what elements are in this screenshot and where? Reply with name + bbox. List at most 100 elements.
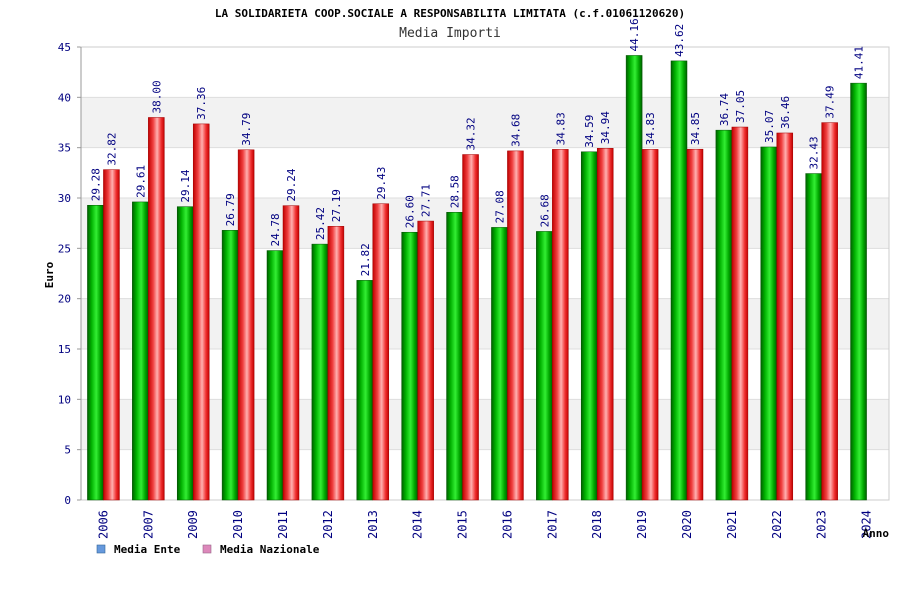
legend: Media Ente Media Nazionale	[96, 543, 320, 556]
y-tick-label: 25	[58, 242, 71, 255]
x-tick-label: 2023	[815, 510, 829, 539]
y-tick-label: 35	[58, 142, 71, 155]
bar-media-nazionale-2016	[507, 150, 524, 501]
x-axis-label: Anno	[863, 527, 890, 540]
x-tick-label: 2009	[186, 510, 200, 539]
bar-media-ente-2016	[491, 227, 508, 501]
bar-media-ente-2015	[446, 212, 463, 501]
data-label: 24.78	[269, 213, 282, 246]
data-label: 34.79	[240, 113, 253, 146]
x-tick-label: 2011	[276, 510, 290, 539]
bar-media-nazionale-2022	[776, 132, 794, 501]
data-label: 41.41	[853, 46, 866, 79]
bars	[87, 55, 867, 501]
bar-media-ente-2021	[715, 129, 733, 501]
bar-media-ente-2012	[311, 243, 329, 501]
y-tick-label: 15	[58, 343, 71, 356]
x-tick-label: 2015	[456, 510, 470, 539]
data-label: 27.19	[330, 189, 343, 222]
data-label: 34.68	[509, 114, 522, 147]
data-label: 44.16	[628, 18, 641, 51]
x-tick-label: 2019	[635, 510, 649, 539]
x-tick-label: 2013	[366, 510, 380, 539]
y-axis-tick-labels: 0 5 10 15 20 25 30 35 40 45	[58, 41, 71, 507]
data-label: 36.74	[718, 93, 731, 126]
data-label: 43.62	[673, 24, 686, 57]
bar-media-nazionale-2012	[327, 226, 345, 501]
data-label: 32.43	[808, 136, 821, 169]
legend-label-media-ente: Media Ente	[114, 543, 181, 556]
grid-band	[81, 198, 889, 249]
bar-media-nazionale-2023	[821, 122, 838, 501]
bar-media-nazionale-2009	[192, 123, 210, 501]
y-tick-label: 20	[58, 293, 71, 306]
x-tick-label: 2022	[770, 510, 784, 539]
legend-label-media-nazionale: Media Nazionale	[220, 543, 320, 556]
bar-media-nazionale-2014	[417, 220, 434, 501]
data-label: 26.60	[404, 195, 417, 228]
y-tick-label: 10	[58, 393, 71, 406]
bar-media-nazionale-2006	[103, 169, 120, 501]
data-label: 37.36	[195, 87, 208, 120]
data-label: 34.83	[644, 112, 657, 145]
bar-media-nazionale-2010	[237, 149, 255, 501]
bar-media-nazionale-2011	[282, 205, 300, 501]
data-label: 37.49	[824, 85, 837, 118]
data-label: 37.05	[734, 90, 747, 123]
data-label: 25.42	[314, 207, 327, 240]
data-label: 26.68	[538, 194, 551, 227]
bar-media-ente-2019	[625, 55, 643, 501]
gridlines	[77, 46, 890, 501]
data-label: 26.79	[224, 193, 237, 226]
data-label: 35.07	[763, 110, 776, 143]
bar-media-ente-2007	[132, 201, 149, 501]
bar-media-ente-2006	[87, 204, 104, 501]
x-axis-tick-labels: 2006 2007 2009 2010 2011 2012 2013 2014 2015 2016…	[96, 510, 873, 539]
bar-media-ente-2013	[356, 280, 374, 501]
bar-media-nazionale-2020	[686, 148, 704, 501]
data-label: 27.71	[420, 184, 433, 217]
x-tick-label: 2014	[411, 510, 425, 539]
data-label: 34.94	[599, 111, 612, 144]
data-label: 29.61	[134, 165, 147, 198]
x-tick-label: 2024	[860, 510, 874, 539]
data-label: 29.14	[179, 169, 192, 202]
bar-media-ente-2009	[176, 206, 194, 501]
data-label: 29.24	[285, 168, 298, 201]
y-tick-label: 30	[58, 192, 71, 205]
x-tick-label: 2006	[96, 510, 110, 539]
plot-background	[81, 47, 889, 500]
bar-media-nazionale-2018	[596, 148, 614, 501]
x-tick-label: 2017	[545, 510, 559, 539]
x-tick-label: 2016	[500, 510, 514, 539]
y-tick-label: 5	[64, 444, 71, 457]
data-label: 29.43	[375, 167, 388, 200]
chart-subtitle: Media Importi	[399, 26, 501, 41]
x-tick-label: 2020	[680, 510, 694, 539]
legend-swatch-media-nazionale	[202, 544, 212, 554]
x-tick-label: 2007	[141, 510, 155, 539]
x-tick-label: 2012	[321, 510, 335, 539]
bar-media-nazionale-2021	[731, 126, 749, 501]
bar-media-ente-2017	[536, 231, 553, 501]
data-label: 28.58	[449, 175, 462, 208]
bar-media-nazionale-2007	[148, 117, 165, 501]
bar-media-ente-2018	[580, 151, 598, 501]
bar-media-nazionale-2019	[641, 149, 659, 501]
data-label: 29.28	[89, 168, 102, 201]
data-label: 34.32	[465, 117, 478, 150]
data-label: 36.46	[779, 96, 792, 129]
y-axis-label: Euro	[43, 261, 56, 288]
data-label: 34.59	[583, 115, 596, 148]
x-tick-label: 2021	[725, 510, 739, 539]
data-label: 38.00	[150, 80, 163, 113]
grid-band	[81, 97, 889, 148]
bar-media-nazionale-2013	[372, 203, 390, 501]
bar-media-ente-2022	[760, 146, 778, 501]
x-tick-label: 2010	[231, 510, 245, 539]
data-label: 32.82	[105, 132, 118, 165]
data-label: 34.83	[554, 112, 567, 145]
